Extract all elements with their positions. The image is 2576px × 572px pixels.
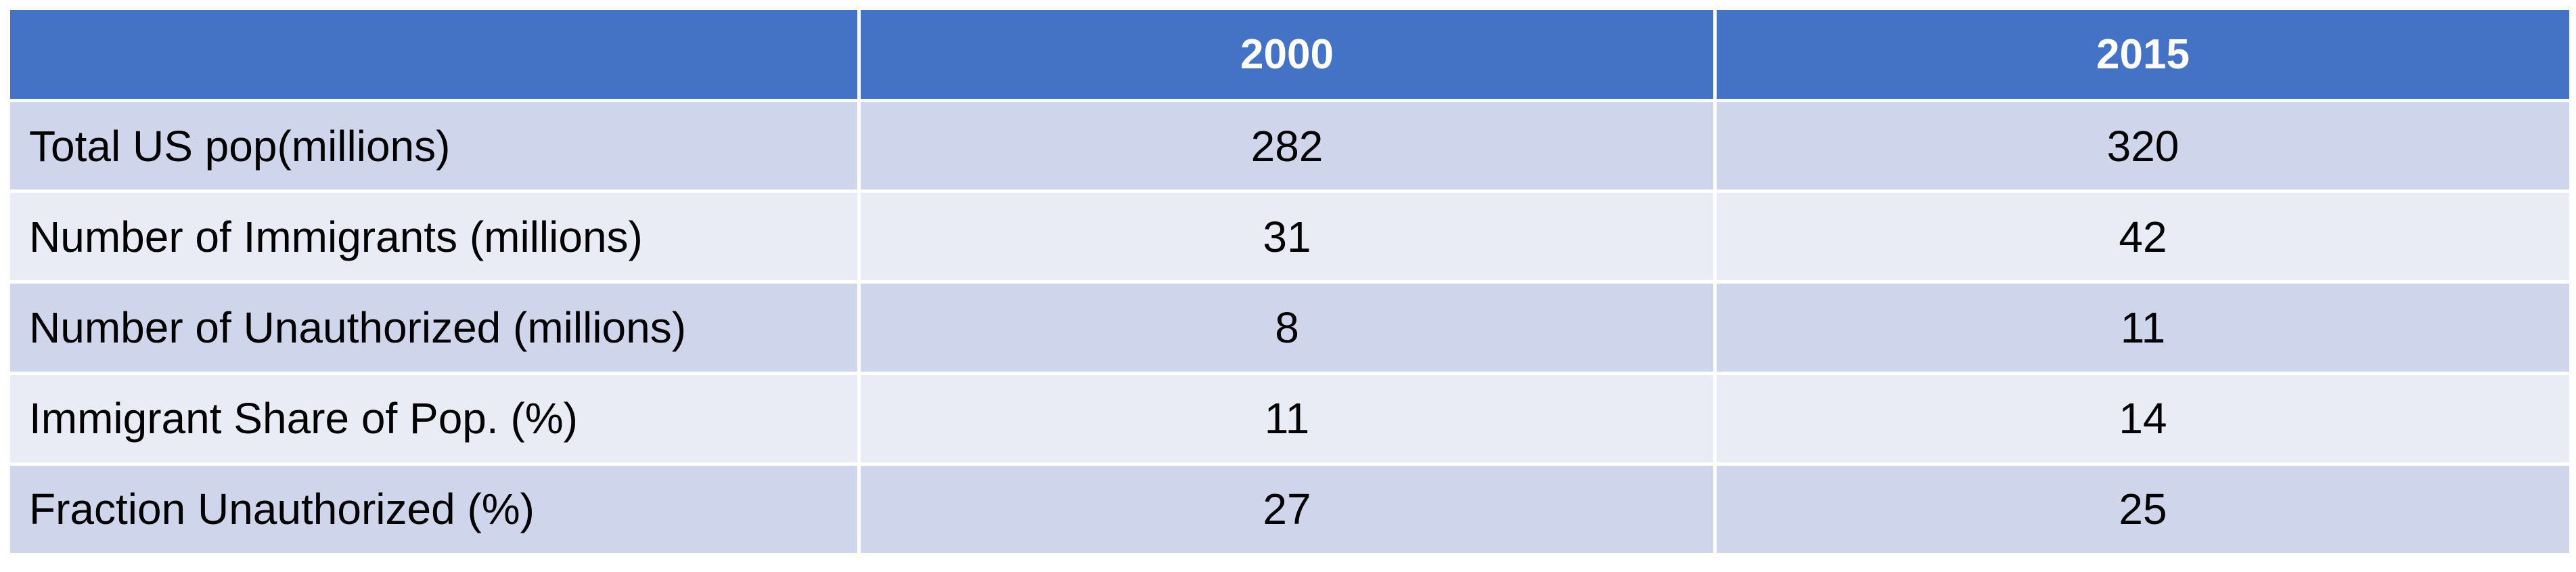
table-row: Number of Unauthorized (millions) 8 11 <box>7 280 2573 375</box>
immigration-stats-table: 2000 2015 Total US pop(millions) 282 320… <box>7 7 2573 557</box>
cell-value: 31 <box>857 190 1717 284</box>
cell-value: 11 <box>857 371 1717 466</box>
header-corner-cell <box>7 7 861 102</box>
header-year-2000: 2000 <box>857 7 1717 102</box>
cell-value: 14 <box>1713 371 2573 466</box>
table-row: Total US pop(millions) 282 320 <box>7 98 2573 194</box>
table-row: Immigrant Share of Pop. (%) 11 14 <box>7 371 2573 466</box>
row-label: Immigrant Share of Pop. (%) <box>7 371 861 466</box>
row-label: Total US pop(millions) <box>7 98 861 194</box>
header-year-2015: 2015 <box>1713 7 2573 102</box>
cell-value: 8 <box>857 280 1717 375</box>
cell-value: 25 <box>1713 462 2573 557</box>
row-label: Number of Unauthorized (millions) <box>7 280 861 375</box>
row-label: Number of Immigrants (millions) <box>7 190 861 284</box>
table-row: Fraction Unauthorized (%) 27 25 <box>7 462 2573 557</box>
cell-value: 27 <box>857 462 1717 557</box>
data-table-container: 2000 2015 Total US pop(millions) 282 320… <box>7 7 2573 557</box>
header-row: 2000 2015 <box>7 7 2573 102</box>
cell-value: 11 <box>1713 280 2573 375</box>
table-row: Number of Immigrants (millions) 31 42 <box>7 190 2573 284</box>
row-label: Fraction Unauthorized (%) <box>7 462 861 557</box>
cell-value: 282 <box>857 98 1717 194</box>
cell-value: 320 <box>1713 98 2573 194</box>
cell-value: 42 <box>1713 190 2573 284</box>
